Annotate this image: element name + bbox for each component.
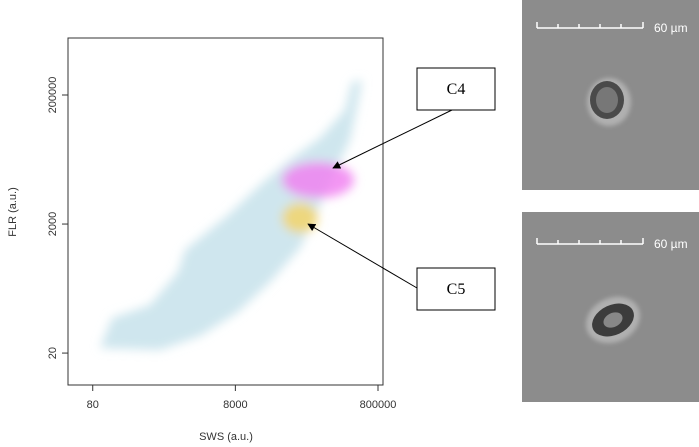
annotation: C5 xyxy=(447,281,466,298)
y-tick-label: 200000 xyxy=(47,77,59,114)
y-tick-label: 2000 xyxy=(47,212,59,236)
x-tick-label: 800000 xyxy=(360,399,397,411)
micrograph: 60 µm xyxy=(522,212,699,402)
density-cloud xyxy=(100,80,362,350)
scale-label: 60 µm xyxy=(654,21,688,35)
micrograph: 60 µm xyxy=(522,0,699,190)
annotation: C4 xyxy=(447,81,466,98)
y-tick-label: 20 xyxy=(47,347,59,359)
scale-label: 60 µm xyxy=(654,237,688,251)
annotation-box xyxy=(416,267,496,311)
x-axis-label: SWS (a.u.) xyxy=(199,431,253,443)
arrow xyxy=(307,223,418,289)
plot-frame xyxy=(67,37,384,386)
y-axis-label: FLR (a.u.) xyxy=(7,187,19,237)
x-tick-label: 80 xyxy=(87,399,99,411)
x-tick-label: 8000 xyxy=(223,399,247,411)
annotation-box xyxy=(416,67,496,111)
arrow xyxy=(332,109,453,169)
